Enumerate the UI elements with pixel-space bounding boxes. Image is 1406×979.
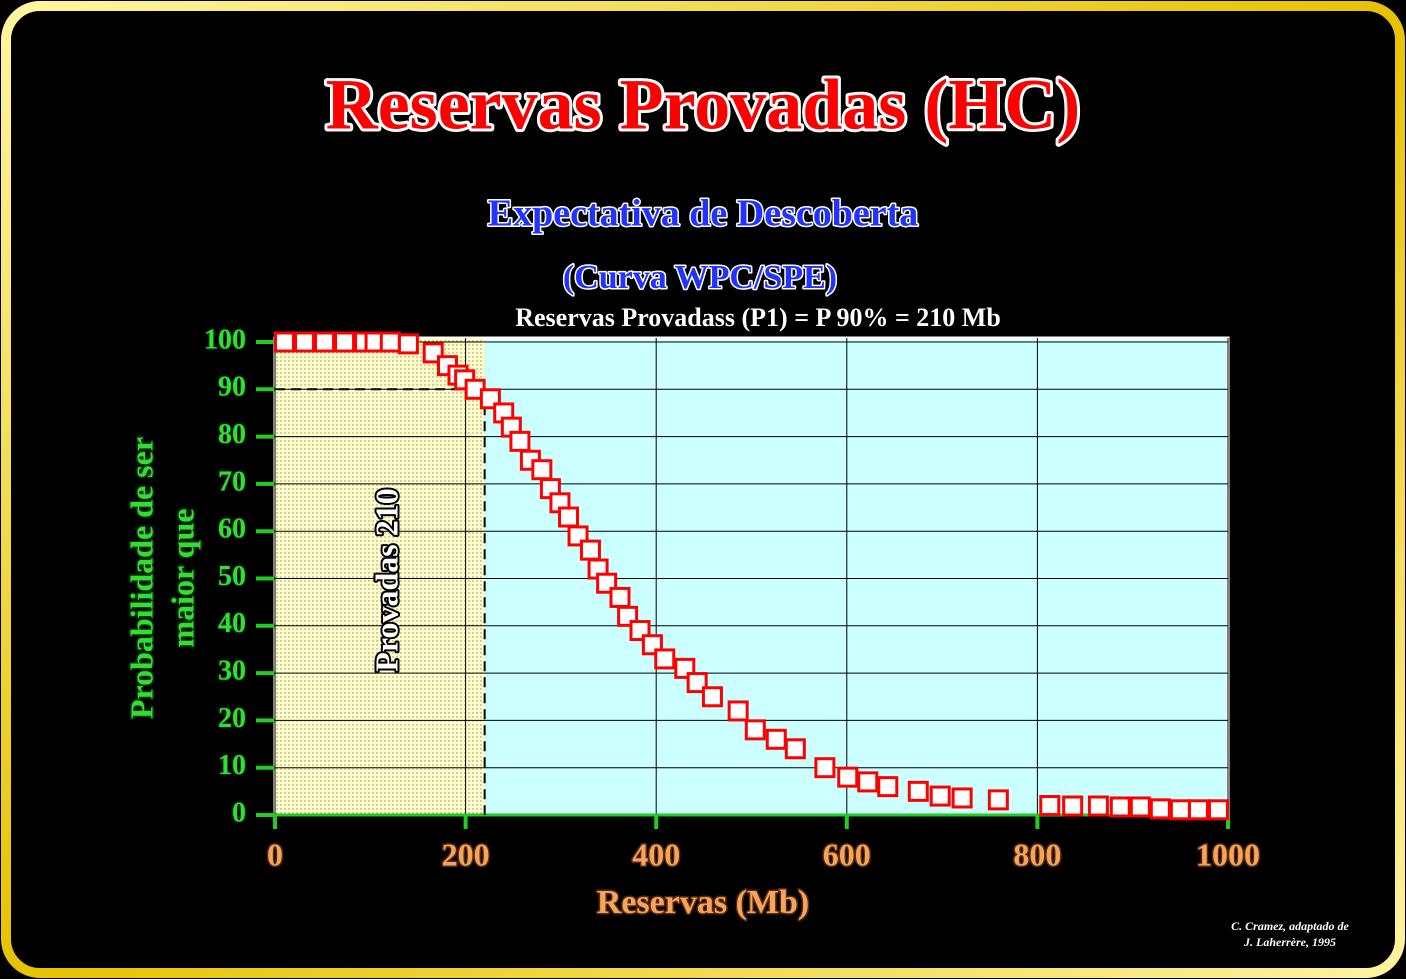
marker — [701, 686, 723, 708]
marker — [314, 331, 336, 353]
y-tick-label: 80 — [218, 419, 246, 450]
credit: J. Laherrère, 1995 — [1243, 935, 1336, 949]
chart-title: Reservas Provadas (HC) — [326, 65, 1081, 145]
marker — [1187, 799, 1209, 821]
marker — [509, 430, 531, 452]
x-tick-label: 200 — [442, 836, 490, 872]
region-label: Provadas 210 — [368, 488, 404, 671]
marker — [857, 771, 879, 793]
marker — [1129, 796, 1151, 818]
y-axis-label: Probabilidade de ser — [123, 437, 159, 719]
x-tick-label: 1000 — [1196, 836, 1260, 872]
marker — [294, 331, 316, 353]
x-tick-label: 0 — [267, 836, 283, 872]
marker — [686, 672, 708, 694]
marker — [1169, 799, 1191, 821]
marker — [1039, 795, 1061, 817]
y-tick-label: 30 — [218, 656, 246, 687]
subtitle: Expectativa de Descoberta — [488, 193, 919, 235]
x-tick-label: 400 — [632, 836, 680, 872]
annotation: Reservas Provadass (P1) = P 90% = 210 Mb — [515, 303, 1001, 332]
marker — [877, 776, 899, 798]
y-tick-label: 20 — [218, 703, 246, 734]
marker — [1207, 799, 1229, 821]
y-tick-label: 50 — [218, 561, 246, 592]
marker — [379, 331, 401, 353]
y-tick-label: 60 — [218, 514, 246, 545]
marker — [929, 785, 951, 807]
marker — [558, 506, 580, 528]
marker — [397, 333, 419, 355]
y-axis-label: maior que — [164, 509, 200, 648]
marker — [765, 728, 787, 750]
marker — [744, 719, 766, 741]
marker — [784, 738, 806, 760]
x-axis-label: Reservas (Mb) — [597, 884, 809, 921]
y-tick-label: 90 — [218, 372, 246, 403]
marker — [609, 586, 631, 608]
x-tick-label: 800 — [1013, 836, 1061, 872]
marker — [334, 331, 356, 353]
subtitle: (Curva WPC/SPE) — [563, 259, 837, 296]
credit: C. Cramez, adaptado de — [1231, 919, 1349, 933]
marker — [579, 539, 601, 561]
marker — [1109, 796, 1131, 818]
y-tick-label: 100 — [204, 324, 246, 355]
proved-region — [275, 338, 485, 815]
marker — [951, 787, 973, 809]
y-tick-label: 70 — [218, 466, 246, 497]
marker — [837, 766, 859, 788]
marker — [654, 648, 676, 670]
y-tick-label: 40 — [218, 608, 246, 639]
marker — [987, 789, 1009, 811]
marker — [727, 700, 749, 722]
marker — [274, 331, 296, 353]
marker — [907, 780, 929, 802]
marker — [1062, 795, 1084, 817]
marker — [1087, 795, 1109, 817]
marker — [1149, 798, 1171, 820]
y-tick-label: 10 — [218, 750, 246, 781]
y-tick-label: 0 — [232, 797, 246, 828]
marker — [814, 757, 836, 779]
marker — [531, 459, 553, 481]
x-tick-label: 600 — [823, 836, 871, 872]
